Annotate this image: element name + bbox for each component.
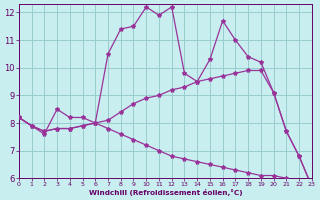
X-axis label: Windchill (Refroidissement éolien,°C): Windchill (Refroidissement éolien,°C)	[89, 189, 242, 196]
